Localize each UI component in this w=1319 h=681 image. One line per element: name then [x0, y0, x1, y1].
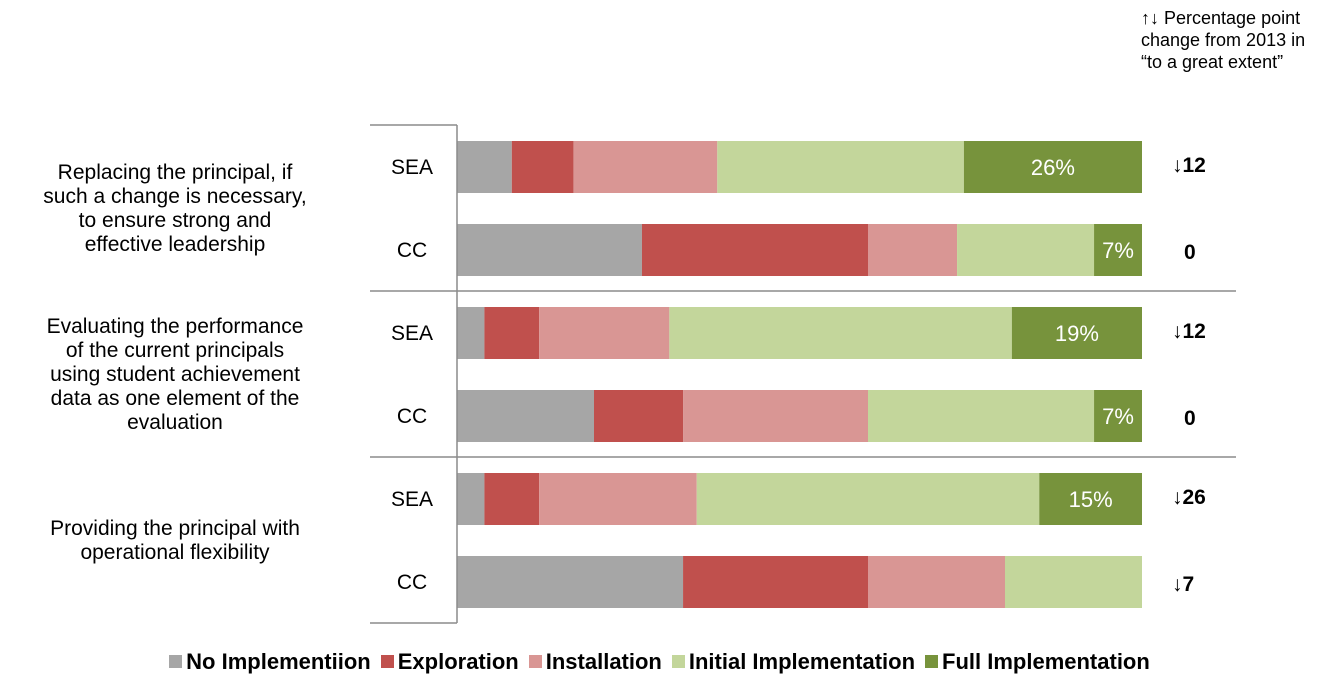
group-label-line: such a change is necessary,	[43, 185, 306, 208]
bar-segment	[641, 224, 868, 276]
legend-label: Exploration	[397, 649, 519, 674]
legend-swatch	[671, 655, 685, 668]
bar-segment	[484, 307, 540, 359]
bar-category-label: CC	[397, 571, 427, 594]
group-label-line: data as one element of the	[51, 387, 300, 410]
group-label-line: Providing the principal with	[50, 517, 300, 540]
bar-segment	[457, 141, 512, 193]
group-label-line: evaluation	[127, 411, 223, 434]
bar-segment	[539, 307, 670, 359]
bar-category-label: SEA	[391, 488, 433, 511]
bar-category-label: SEA	[391, 322, 433, 345]
change-note-line-1: ↑↓ Percentage point	[1141, 8, 1301, 28]
bar-segment	[1011, 307, 1142, 359]
bar-category-label: SEA	[391, 156, 433, 179]
data-label: 7%	[1102, 404, 1134, 429]
legend-label: Initial Implementation	[688, 649, 916, 674]
bar-segment	[594, 390, 684, 442]
bar-segment	[868, 224, 958, 276]
legend-label: Full Implementation	[942, 649, 1150, 674]
bar-segment	[717, 141, 964, 193]
group-label-line: to ensure strong and	[79, 209, 272, 232]
bar-segment	[669, 307, 1012, 359]
legend-item: Full Implementation	[925, 649, 1150, 675]
change-label: ↓12	[1172, 320, 1206, 343]
bar-segment	[457, 390, 594, 442]
legend-label: Installation	[545, 649, 662, 674]
change-label: ↓26	[1172, 486, 1206, 509]
bar-segment	[963, 141, 1142, 193]
bar-segment	[511, 141, 574, 193]
legend-swatch	[925, 655, 939, 668]
chart-legend: No Implementiion Exploration Installation I…	[0, 649, 1319, 675]
legend-item: No Implementiion	[169, 649, 371, 675]
bar-segment	[683, 390, 868, 442]
bar-segment	[1039, 473, 1142, 525]
data-label: 15%	[1069, 487, 1113, 512]
change-label: 0	[1184, 407, 1196, 430]
bar-segment	[457, 307, 485, 359]
group-label-line: Replacing the principal, if	[58, 161, 293, 184]
change-note-line-3: “to a great extent”	[1141, 52, 1284, 72]
legend-item: Installation	[528, 649, 662, 675]
change-label: 0	[1184, 241, 1196, 264]
bar-segment	[957, 224, 1095, 276]
legend-item: Exploration	[380, 649, 519, 675]
bar-segment	[457, 473, 485, 525]
group-label-line: operational flexibility	[80, 541, 270, 564]
legend-label: No Implementiion	[186, 649, 371, 674]
bar-segment	[1094, 224, 1142, 276]
bar-segment	[573, 141, 718, 193]
data-label: 26%	[1031, 155, 1075, 180]
bar-segment	[457, 224, 642, 276]
change-label: ↓7	[1172, 573, 1194, 596]
change-note-line-2: change from 2013 in	[1141, 30, 1306, 50]
bar-segment	[484, 473, 540, 525]
data-label: 7%	[1102, 238, 1134, 263]
bar-segment	[683, 556, 868, 608]
group-label-line: of the current principals	[66, 339, 284, 362]
group-label-line: effective leadership	[85, 233, 266, 256]
bar-segment	[539, 473, 697, 525]
change-label: ↓12	[1172, 154, 1206, 177]
legend-item: Initial Implementation	[671, 649, 916, 675]
legend-swatch	[380, 655, 394, 668]
data-label: 19%	[1055, 321, 1099, 346]
bar-segment	[457, 556, 684, 608]
legend-swatch	[169, 655, 183, 668]
bar-segment	[868, 390, 1095, 442]
group-label-line: using student achievement	[50, 363, 300, 386]
bar-segment	[1005, 556, 1142, 608]
bar-category-label: CC	[397, 239, 427, 262]
bar-category-label: CC	[397, 405, 427, 428]
bar-segment	[1094, 390, 1142, 442]
legend-swatch	[528, 655, 542, 668]
bar-segment	[868, 556, 1005, 608]
change-note: ↑↓ Percentage point change from 2013 in …	[1141, 7, 1305, 73]
group-label-line: Evaluating the performance	[47, 315, 304, 338]
bar-segment	[696, 473, 1040, 525]
